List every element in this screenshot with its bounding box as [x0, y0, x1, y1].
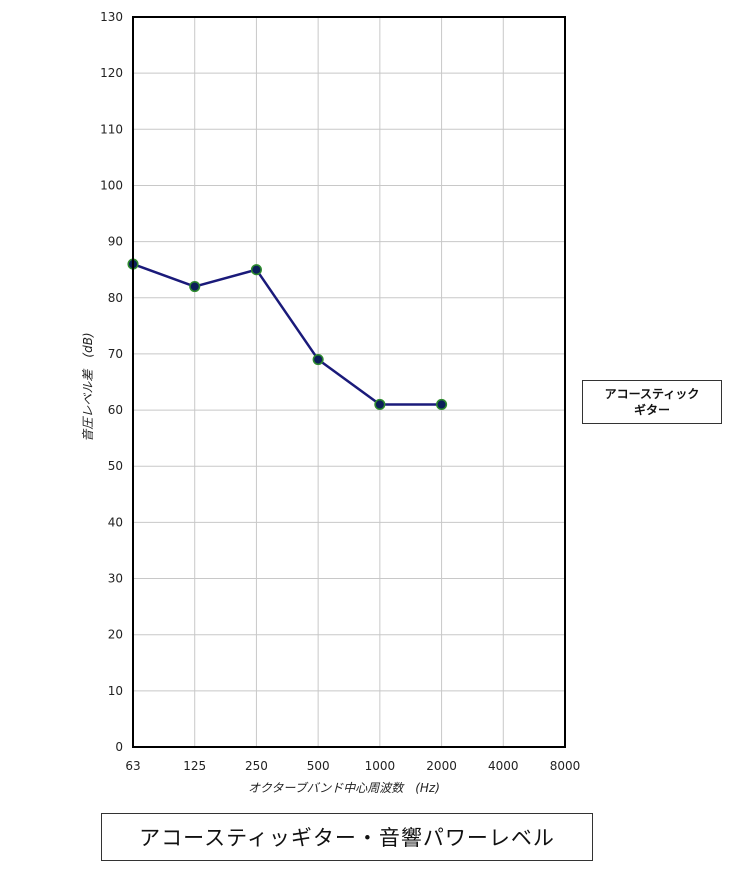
y-tick-label: 70 [108, 347, 123, 361]
x-tick-label: 500 [307, 759, 330, 773]
series-layer [127, 258, 448, 411]
y-tick-label: 10 [108, 684, 123, 698]
x-tick-label: 63 [125, 759, 140, 773]
x-tick-label: 2000 [426, 759, 457, 773]
y-tick-label: 80 [108, 291, 123, 305]
x-tick-label: 8000 [550, 759, 581, 773]
legend-entry-line-1: アコースティック [604, 387, 700, 401]
x-axis-label: オクターブバンド中心周波数 (Hz) [248, 781, 440, 795]
y-tick-label: 110 [100, 122, 123, 136]
x-tick-labels: 63 125 250 500 1000 2000 4000 8000 [125, 759, 580, 773]
y-tick-label: 50 [108, 459, 123, 473]
data-point [374, 398, 386, 411]
y-tick-labels: 0 10 20 30 40 50 60 70 80 90 100 110 120 130 [100, 10, 123, 754]
y-tick-label: 100 [100, 178, 123, 192]
y-tick-label: 90 [108, 235, 123, 249]
y-tick-label: 130 [100, 10, 123, 24]
series-line [132, 262, 442, 406]
legend-entry-line-2: ギター [633, 403, 670, 417]
legend: アコースティック ギター [582, 380, 722, 424]
plot-frame [132, 16, 566, 748]
data-point [189, 280, 201, 293]
data-point [436, 398, 448, 411]
y-tick-label: 0 [115, 740, 123, 754]
y-tick-label: 60 [108, 403, 123, 417]
y-tick-label: 30 [108, 572, 123, 586]
y-tick-label: 20 [108, 628, 123, 642]
x-tick-label: 1000 [365, 759, 396, 773]
data-point [250, 264, 262, 276]
y-axis-label: 音圧レベル差 (dB) [81, 332, 95, 441]
x-tick-label: 125 [183, 759, 206, 773]
data-point [312, 353, 324, 366]
y-tick-label: 40 [108, 515, 123, 529]
y-tick-label: 120 [100, 66, 123, 80]
x-tick-label: 250 [245, 759, 268, 773]
x-tick-label: 4000 [488, 759, 519, 773]
chart-title: アコースティッギター・音響パワーレベル [101, 813, 593, 861]
